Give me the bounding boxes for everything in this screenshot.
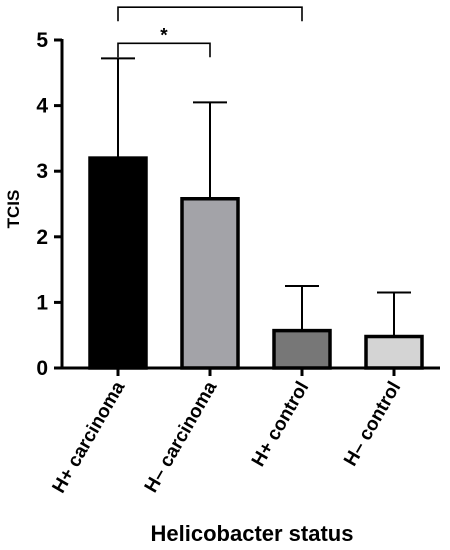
significance-label: * bbox=[160, 25, 168, 46]
y-tick-label: 1 bbox=[36, 291, 48, 314]
y-tick-label: 3 bbox=[36, 160, 48, 183]
y-axis: 0 1 2 3 4 5 bbox=[36, 29, 64, 380]
y-tick-label: 2 bbox=[36, 226, 48, 249]
x-axis-label: Helicobacter status bbox=[151, 521, 354, 546]
y-tick-label: 4 bbox=[36, 95, 48, 118]
significance-bracket bbox=[117, 6, 303, 22]
bars bbox=[88, 156, 424, 370]
y-tick-label: 5 bbox=[36, 29, 48, 52]
bar bbox=[272, 328, 332, 370]
significance-label: **** bbox=[195, 0, 225, 10]
significance-brackets: ***** bbox=[117, 0, 303, 58]
category-label: H– carcinoma bbox=[141, 378, 222, 497]
category-label: H+ control bbox=[248, 378, 313, 470]
bar bbox=[88, 156, 148, 370]
category-label: H+ carcinoma bbox=[49, 378, 130, 497]
bar bbox=[364, 334, 424, 370]
y-axis-label: TCIS bbox=[4, 190, 23, 229]
error-bars bbox=[101, 57, 411, 337]
significance-bracket bbox=[117, 42, 211, 58]
x-axis: H+ carcinoma H– carcinoma H+ control H– con… bbox=[49, 366, 440, 497]
bar bbox=[180, 197, 240, 370]
y-tick-label: 0 bbox=[36, 357, 48, 380]
category-label: H– control bbox=[340, 378, 405, 470]
